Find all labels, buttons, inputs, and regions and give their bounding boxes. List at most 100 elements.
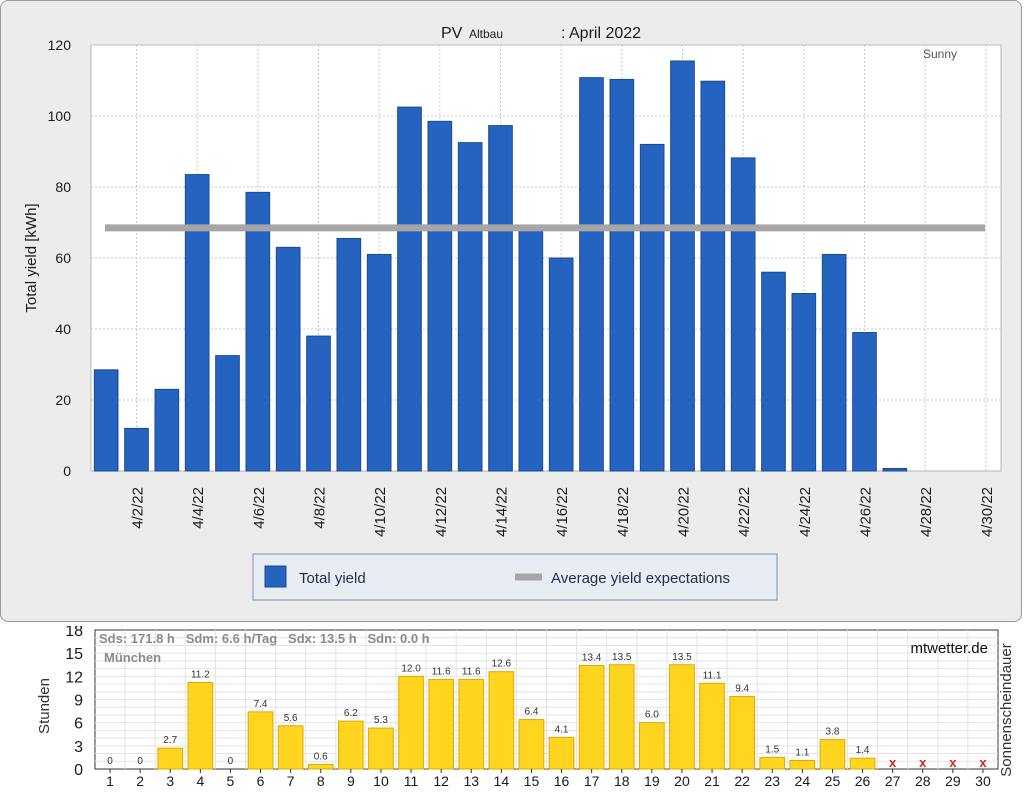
sun-bar [759, 756, 786, 770]
sun-day-label: 28 [915, 773, 931, 789]
sun-bar [729, 695, 755, 770]
sun-bar [578, 665, 605, 770]
pv-bar [791, 293, 817, 472]
pv-bar [639, 143, 665, 472]
sun-value-label: 9.4 [735, 683, 749, 694]
sun-bar [157, 747, 184, 770]
sun-value-label: 0 [107, 756, 113, 767]
sun-bar [368, 727, 394, 770]
sun-day-label: 29 [945, 773, 961, 789]
weather-label: Sunny [923, 47, 957, 61]
sun-bars: 0 0 2.7 11.2 0 7.4 5.6 0.6 6.2 5.3 12.0 11.6 11.6 12.… [107, 652, 987, 770]
sun-value-label: 0 [228, 756, 234, 767]
sun-day-label: 22 [734, 773, 750, 789]
sun-bar [277, 725, 304, 770]
sun-bar [338, 720, 364, 770]
sun-day-label: 6 [257, 773, 265, 789]
pv-bar [518, 227, 544, 472]
sun-day-label: 11 [404, 773, 419, 789]
pv-bars [93, 60, 908, 472]
sun-day-label: 15 [524, 773, 540, 789]
sun-day-label: 17 [584, 773, 600, 789]
sun-value-label: 0 [137, 756, 143, 767]
pv-bar [154, 388, 180, 472]
pv-bar [366, 253, 392, 472]
pv-x-tick-label: 4/6/22 [251, 487, 268, 529]
sun-day-label: 7 [287, 773, 295, 789]
sun-day-label: 27 [885, 773, 901, 789]
sun-missing-marker: x [889, 755, 897, 770]
pv-bar [761, 271, 786, 472]
pv-bar [184, 174, 210, 472]
sun-day-label: 3 [166, 773, 174, 789]
sun-value-label: 5.6 [284, 713, 298, 724]
sun-day-label: 20 [674, 773, 690, 789]
pv-bar [700, 80, 726, 472]
pv-x-tick-label: 4/16/22 [554, 487, 571, 537]
pv-legend: Total yield Average yield expectations [252, 553, 778, 601]
sun-y-tick-label: 9 [74, 693, 83, 710]
pv-bar [852, 332, 877, 472]
pv-bar [245, 191, 271, 472]
sun-day-label: 13 [463, 773, 479, 789]
sun-right-label: Sonnenscheindauer [998, 643, 1015, 776]
pv-bar [457, 142, 483, 472]
sun-day-label: 30 [975, 773, 991, 789]
pv-bar [488, 125, 513, 472]
pv-x-tick-label: 4/18/22 [615, 487, 632, 537]
sun-bar [488, 671, 515, 770]
title-period: : April 2022 [561, 25, 641, 42]
pv-y-tick-label: 60 [55, 250, 71, 266]
pv-bar [609, 78, 635, 472]
pv-y-tick-label: 100 [48, 108, 72, 124]
pv-bar [548, 257, 574, 472]
sun-bar [548, 736, 575, 770]
sun-day-label: 18 [614, 773, 630, 789]
pv-bar [275, 246, 301, 472]
sun-y-ticks: 0 3 6 9 12 15 18 [65, 626, 83, 779]
pv-x-tick-label: 4/24/22 [797, 487, 814, 537]
sun-day-label: 26 [855, 773, 871, 789]
sun-day-label: 12 [433, 773, 449, 789]
pv-y-tick-label: 40 [55, 321, 71, 337]
pv-x-tick-label: 4/26/22 [858, 487, 875, 537]
pv-bar [336, 237, 362, 472]
sun-y-tick-label: 3 [74, 739, 83, 756]
sun-bar [819, 739, 846, 770]
sun-missing-marker: x [949, 755, 957, 770]
pv-x-tick-label: 4/30/22 [979, 487, 996, 537]
sun-day-label: 24 [795, 773, 811, 789]
sun-day-label: 16 [554, 773, 570, 789]
pv-x-tick-label: 4/22/22 [736, 487, 753, 537]
sun-bar [247, 711, 274, 770]
sun-bar [458, 678, 485, 770]
legend-bar-swatch [264, 565, 287, 588]
pv-x-tick-label: 4/10/22 [372, 487, 389, 537]
sun-value-label: 13.4 [582, 653, 602, 664]
sun-day-label: 4 [196, 773, 204, 789]
sun-day-label: 2 [136, 773, 144, 789]
pv-x-tick-label: 4/14/22 [494, 487, 511, 537]
sun-bar [849, 757, 876, 770]
pv-chart-panel: PV Altbau : April 2022 0 20 40 60 80 100 120 4… [0, 0, 1022, 622]
pv-y-tick-label: 120 [48, 37, 72, 53]
sun-missing-marker: x [919, 755, 927, 770]
sun-value-label: 2.7 [163, 735, 177, 746]
pv-y-tick-label: 0 [63, 463, 71, 479]
sun-day-label: 14 [494, 773, 510, 789]
sun-day-label: 1 [106, 773, 114, 789]
pv-bar [215, 355, 240, 472]
pv-yield-chart: PV Altbau : April 2022 0 20 40 60 80 100 120 4… [23, 25, 1002, 601]
sun-value-label: 12.6 [492, 659, 512, 670]
sun-value-label: 1.4 [856, 745, 870, 756]
title-site: Altbau [469, 27, 503, 41]
pv-x-ticks: 4/2/22 4/4/22 4/6/22 4/8/22 4/10/22 4/12/22 4/… [130, 487, 996, 537]
pv-x-tick-label: 4/20/22 [676, 487, 693, 537]
sun-day-label: 19 [644, 773, 660, 789]
sun-value-label: 13.5 [672, 652, 692, 663]
sun-value-label: 3.8 [825, 727, 839, 738]
sun-bar [307, 763, 334, 770]
sun-bar [608, 664, 635, 770]
pv-bar [730, 157, 756, 472]
sun-bar [187, 682, 214, 770]
